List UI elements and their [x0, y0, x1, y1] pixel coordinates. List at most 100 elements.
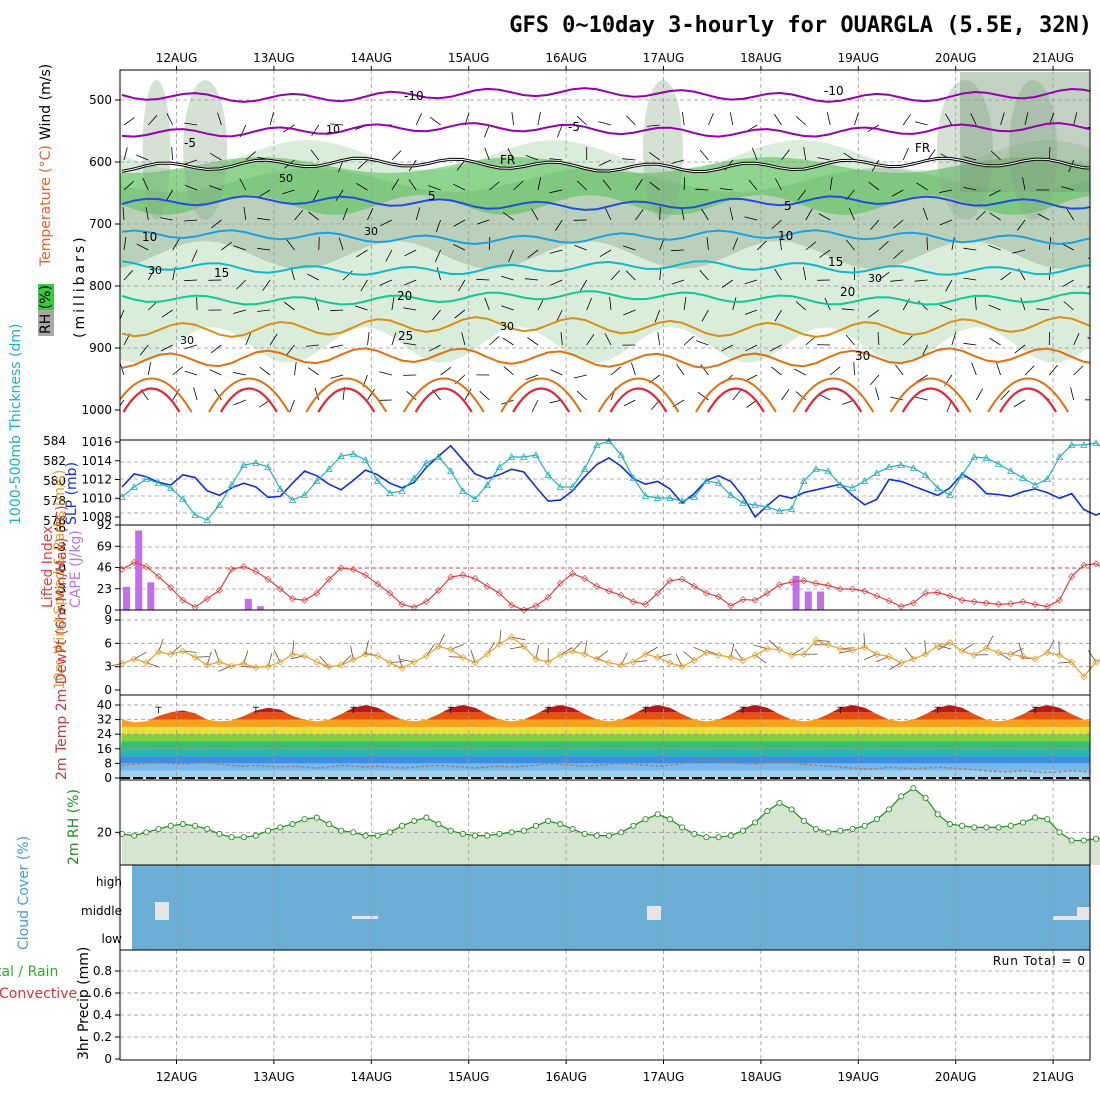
date-label-12AUG: 12AUG [156, 1070, 198, 1084]
rh2m-point [277, 824, 284, 831]
li-point [288, 595, 296, 603]
thickness-point [666, 494, 674, 501]
li-point [337, 564, 345, 572]
wind-barb [210, 344, 222, 354]
rh2m-point [118, 830, 126, 837]
wind-barb [184, 219, 198, 222]
wind-barb [379, 371, 393, 376]
wind-barb [891, 189, 904, 197]
thickness-point [727, 491, 735, 498]
wind-barb [803, 267, 807, 281]
slp-tick-1016: 1016 [81, 435, 112, 449]
precip-panel: 0 0.2 0.4 0.6 0.8 Run Total = 0 3hr Precip (… [0, 947, 1091, 1066]
wind-barb [456, 159, 466, 171]
temperature-band [120, 726, 1090, 735]
rh2m-point [1044, 816, 1051, 823]
pressure-axis-label: (millibars) [72, 234, 88, 338]
cape-bar [804, 591, 812, 610]
wind10m-tick-9: 9 [104, 613, 112, 627]
date-label-20AUG: 20AUG [935, 1070, 977, 1084]
surface-isotherm [317, 387, 376, 413]
li-point [228, 565, 236, 573]
cape-bar [256, 606, 264, 610]
temperature-band-group [120, 705, 1090, 778]
wind-barb [435, 219, 441, 233]
wind-barb [576, 115, 587, 126]
wind-barb [160, 344, 173, 352]
date-label-21AUG: 21AUG [1032, 51, 1074, 65]
thickness-point [240, 461, 248, 468]
surface-isotherm [706, 387, 765, 413]
date-labels-top: 12AUG 13AUG 14AUG 15AUG 16AUG 17AUG 18AUG 19AUG… [156, 51, 1074, 70]
wind-barb [196, 296, 198, 311]
wind-barb [513, 180, 524, 191]
wind-barb [818, 393, 831, 401]
temp2m-tick-8: 8 [104, 756, 112, 770]
wind-barb [1066, 208, 1075, 221]
wind10m-point [130, 655, 138, 663]
isotherm-line [121, 195, 1090, 211]
wind-barb [902, 147, 909, 161]
li-point [1092, 560, 1100, 568]
rh2m-point [167, 822, 174, 829]
wind-barb [210, 219, 222, 229]
wind-barb [428, 344, 441, 352]
li-point [325, 575, 333, 583]
wind10m-point [666, 659, 674, 667]
thickness-point [714, 479, 723, 486]
rh2m-point [569, 825, 576, 833]
wind10m-point [240, 659, 248, 668]
rh2m-point [435, 821, 442, 828]
li-point [471, 575, 479, 582]
wind-barb [549, 158, 563, 161]
rh2m-point [204, 825, 211, 833]
wind-barb [342, 207, 348, 221]
li-point [812, 579, 820, 587]
precip-tick: 0 [104, 1052, 112, 1066]
cloud-level-high: high [96, 875, 122, 889]
wind-barb [286, 239, 295, 251]
thickness-point [909, 464, 918, 471]
date-label-13AUG: 13AUG [253, 51, 295, 65]
thickness-point [812, 465, 820, 472]
precip-tick: 0.8 [93, 964, 112, 978]
isotherm-label: 5 [784, 199, 792, 213]
wind-barb [781, 149, 790, 161]
wind-barb [142, 178, 149, 191]
wind-barb [574, 245, 587, 251]
wind10m-point [422, 652, 430, 660]
cloud-gap [1077, 907, 1090, 920]
temp2m-tick-32: 32 [97, 713, 112, 727]
wind-barb [245, 332, 252, 346]
rh2m-point [459, 830, 466, 837]
temperature-legend-label: Temperature (°C) [38, 145, 54, 267]
date-label-16AUG: 16AUG [545, 51, 587, 65]
wind-barb [159, 217, 173, 221]
freezing-level-label: FR [500, 153, 515, 167]
wind-barb [503, 366, 514, 376]
wind10m-point [848, 646, 857, 654]
wind-barb [989, 337, 1001, 346]
wind10m-point [629, 658, 637, 666]
wind-barb [868, 309, 880, 318]
isotherm-line [121, 87, 1090, 103]
wind-barb [729, 112, 734, 126]
wind10m-point [1055, 651, 1064, 659]
wind10m-point [812, 636, 820, 644]
thickness-point [154, 479, 163, 486]
wind10m-point [301, 652, 309, 660]
surface-isotherm [305, 377, 388, 413]
wind-barb [537, 177, 542, 191]
wind10m-point [702, 649, 710, 657]
thickness-point [824, 467, 832, 474]
wind-barb [440, 366, 452, 376]
wind-barb [598, 121, 612, 126]
thickness-point [739, 499, 747, 506]
wind10m-point [228, 662, 236, 670]
date-label-16AUG: 16AUG [545, 1070, 587, 1084]
wind10m-point [995, 649, 1003, 657]
thickness-point [654, 494, 662, 501]
cape-tick-0: 0 [104, 603, 112, 617]
wind-barb [342, 270, 353, 281]
date-labels-bottom: 12AUG 13AUG 14AUG 15AUG 16AUG 17AUG 18AUG 19AUG… [156, 1060, 1074, 1084]
